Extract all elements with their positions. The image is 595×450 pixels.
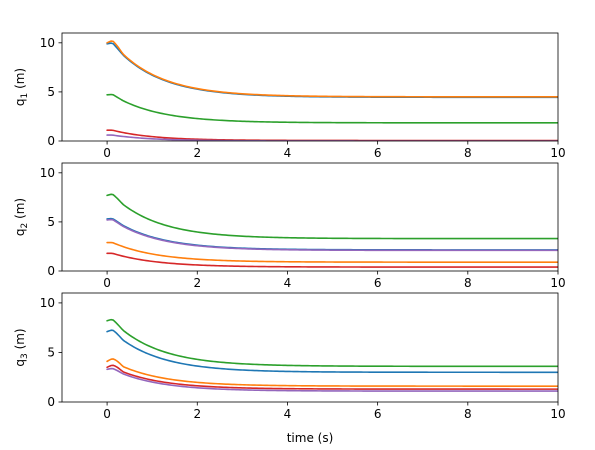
y-tick-label: 10 (40, 166, 55, 180)
x-tick-label: 10 (550, 407, 565, 421)
series-group (106, 318, 558, 392)
x-tick-label: 8 (464, 276, 472, 290)
y-tick-label: 5 (47, 345, 55, 359)
x-tick-label: 2 (193, 146, 201, 160)
series-line-4 (106, 364, 558, 390)
y-axis-label: q2 (m) (13, 198, 30, 236)
y-tick-label: 5 (47, 85, 55, 99)
y-axis-label: q3 (m) (13, 328, 30, 366)
panel-1: 0 2 4 6 8 10 0 5 10 q1 (m) (13, 32, 566, 160)
y-tick-label: 10 (40, 36, 55, 50)
series-line-1 (106, 193, 558, 240)
x-tick-label: 2 (193, 407, 201, 421)
series-line-3 (106, 218, 558, 252)
y-tick-label: 0 (47, 264, 55, 278)
x-tick-label: 6 (374, 276, 382, 290)
x-tick-label: 0 (103, 276, 111, 290)
series-group (106, 193, 558, 268)
series-group (106, 40, 558, 141)
series-line-2 (106, 40, 558, 98)
series-line-3 (106, 358, 558, 387)
x-tick-label: 6 (374, 407, 382, 421)
x-tick-label: 0 (103, 146, 111, 160)
series-line-2 (106, 329, 558, 374)
series-line-2 (106, 217, 558, 251)
series-line-1 (106, 318, 558, 368)
x-tick-label: 8 (464, 407, 472, 421)
y-tick-label: 10 (40, 296, 55, 310)
x-tick-label: 4 (284, 276, 292, 290)
x-tick-label: 4 (284, 407, 292, 421)
x-tick-label: 4 (284, 146, 292, 160)
series-line-1 (106, 42, 558, 99)
axes-frame (61, 292, 559, 403)
y-tick-label: 0 (47, 395, 55, 409)
x-tick-label: 0 (103, 407, 111, 421)
panel-3: 0 2 4 6 8 10 0 5 10 q3 (m) time (s) (13, 292, 566, 445)
series-line-4 (106, 241, 558, 263)
x-tick-label: 10 (550, 276, 565, 290)
x-tick-label: 2 (193, 276, 201, 290)
panel-2: 0 2 4 6 8 10 0 5 10 q2 (m) (13, 162, 566, 290)
x-tick-label: 10 (550, 146, 565, 160)
x-tick-label: 8 (464, 146, 472, 160)
axes-frame (61, 162, 559, 272)
series-line-3 (106, 93, 558, 124)
series-line-5 (106, 252, 558, 268)
y-axis-label: q1 (m) (13, 68, 30, 106)
y-tick-label: 0 (47, 134, 55, 148)
x-tick-label: 6 (374, 146, 382, 160)
x-axis-label: time (s) (287, 431, 334, 445)
y-tick-label: 5 (47, 215, 55, 229)
series-line-5 (106, 367, 558, 392)
axes-frame (61, 32, 559, 142)
